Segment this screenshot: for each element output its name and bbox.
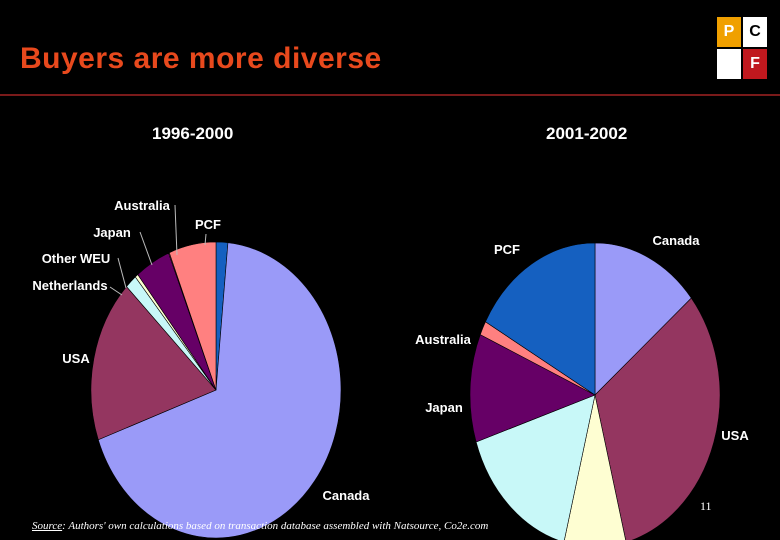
pie-label-australia: Australia bbox=[415, 332, 471, 347]
slide-title: Buyers are more diverse bbox=[20, 42, 382, 75]
pie-leader-australia bbox=[174, 204, 178, 256]
pie-label-usa: USA bbox=[721, 428, 749, 443]
pie-slice-2001-2002-2 bbox=[564, 394, 626, 540]
pie-slice-1996-2000-2 bbox=[90, 286, 217, 441]
pie-leader-other-weu bbox=[117, 257, 127, 289]
pie-slice-2001-2002-6 bbox=[485, 242, 596, 396]
source-note: Source: Authors' own calculations based … bbox=[32, 520, 488, 532]
source-text: : Authors' own calculations based on tra… bbox=[62, 520, 489, 532]
pie-slice-2001-2002-4 bbox=[469, 334, 596, 443]
logo-cell-c: C bbox=[743, 17, 767, 47]
title-divider bbox=[0, 94, 780, 96]
pie-leader-netherlands bbox=[109, 286, 123, 296]
pie-label-pcf: PCF bbox=[494, 242, 520, 257]
pie-label-australia: Australia bbox=[114, 198, 170, 213]
chart-title-1996-2000: 1996-2000 bbox=[152, 124, 234, 143]
chart-title-2001-2002: 2001-2002 bbox=[546, 124, 628, 143]
pie-leader-japan bbox=[139, 231, 153, 266]
pcf-logo: P C F bbox=[717, 15, 769, 79]
pie-slice-1996-2000-1 bbox=[97, 242, 342, 539]
pie-label-canada: Canada bbox=[653, 233, 701, 248]
pie-slice-2001-2002-0 bbox=[594, 242, 692, 396]
logo-cell-f: F bbox=[743, 49, 767, 79]
pie-label-japan: Japan bbox=[425, 400, 463, 415]
pie-slice-2001-2002-1 bbox=[594, 297, 721, 540]
pie-label-pcf: PCF bbox=[195, 217, 221, 232]
pie-label-japan: Japan bbox=[93, 225, 131, 240]
pie-leader-pcf bbox=[204, 233, 207, 246]
pie-slice-1996-2000-7 bbox=[168, 241, 217, 391]
pie-label-canada: Canada bbox=[323, 488, 371, 503]
logo-cell-blank bbox=[717, 49, 741, 79]
pie-label-usa: USA bbox=[62, 351, 90, 366]
logo-cell-p: P bbox=[717, 17, 741, 47]
page-number: 11 bbox=[700, 499, 712, 513]
source-label: Source bbox=[32, 520, 63, 532]
pie-label-netherlands: Netherlands bbox=[32, 278, 107, 293]
pie-label-other-weu: Other WEU bbox=[42, 251, 111, 266]
pie-slice-2001-2002-3 bbox=[475, 394, 596, 540]
